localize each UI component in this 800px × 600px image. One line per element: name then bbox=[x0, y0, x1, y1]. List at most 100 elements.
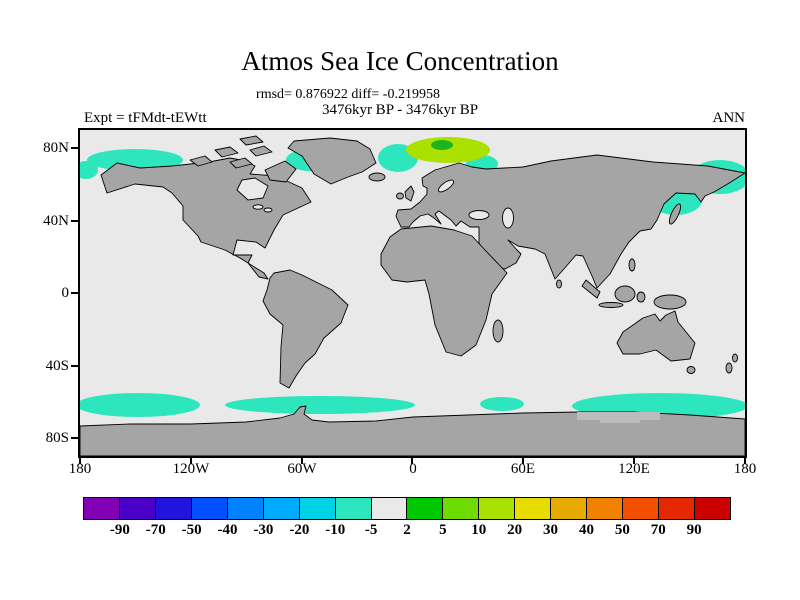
iceland bbox=[368, 172, 386, 182]
anomaly-norwegian-green-core bbox=[431, 140, 453, 150]
colorbar-segment bbox=[623, 498, 659, 519]
x-tick-label: 180 bbox=[68, 461, 92, 477]
season-label: ANN bbox=[712, 110, 746, 126]
colorbar-label: -70 bbox=[145, 522, 166, 538]
colorbar-label: 90 bbox=[686, 522, 702, 538]
great-lakes-2 bbox=[263, 207, 273, 213]
y-tick-label: 80N bbox=[43, 140, 69, 156]
arctic-island bbox=[239, 135, 264, 146]
y-tick-label: 40S bbox=[45, 358, 69, 374]
colorbar-segment bbox=[479, 498, 516, 519]
figure-title: Atmos Sea Ice Concentration bbox=[241, 46, 559, 76]
colorbar-segment bbox=[694, 498, 730, 519]
land-south-america bbox=[262, 269, 349, 389]
great-lakes bbox=[252, 204, 264, 210]
arctic-island bbox=[229, 157, 253, 169]
anomaly-southern-ocean-3 bbox=[480, 397, 524, 411]
x-axis-tick bbox=[190, 458, 192, 464]
land-africa bbox=[380, 225, 508, 357]
tasmania bbox=[686, 366, 696, 374]
y-axis-tick bbox=[71, 147, 78, 149]
colorbar-segment bbox=[515, 498, 552, 519]
colorbar-segment bbox=[371, 498, 408, 519]
anomaly-southern-ocean-2 bbox=[225, 396, 415, 414]
ireland bbox=[396, 192, 404, 200]
colorbar-label: 70 bbox=[650, 522, 666, 538]
colorbar-segment bbox=[407, 498, 444, 519]
britain bbox=[404, 185, 415, 202]
ice-shelf bbox=[577, 412, 660, 423]
borneo bbox=[614, 285, 636, 303]
x-tick-label: 0 bbox=[409, 461, 417, 477]
colorbar-label: 40 bbox=[578, 522, 594, 538]
experiment-label: Expt = tFMdt-tEWtt bbox=[84, 110, 207, 126]
x-axis-tick bbox=[633, 458, 635, 464]
land-australia bbox=[616, 310, 696, 362]
x-tick-label: 120W bbox=[172, 461, 210, 477]
x-axis-tick bbox=[522, 458, 524, 464]
colorbar-segment bbox=[659, 498, 695, 519]
stats-line: rmsd= 0.876922 diff= -0.219958 bbox=[256, 87, 440, 102]
x-tick-label: 120E bbox=[618, 461, 650, 477]
caspian-sea bbox=[502, 207, 514, 229]
colorbar-segment bbox=[587, 498, 624, 519]
x-axis-tick bbox=[301, 458, 303, 464]
japan bbox=[668, 203, 682, 225]
colorbar-label: 5 bbox=[439, 522, 447, 538]
y-axis-tick bbox=[71, 365, 78, 367]
java bbox=[598, 302, 624, 308]
philippines bbox=[628, 258, 636, 272]
sri-lanka bbox=[556, 279, 562, 289]
arctic-island bbox=[189, 155, 213, 167]
colorbar-segment bbox=[299, 498, 336, 519]
colorbar-segment bbox=[155, 498, 192, 519]
sumatra bbox=[581, 279, 601, 299]
colorbar-label: -30 bbox=[253, 522, 274, 538]
colorbar-segment bbox=[443, 498, 480, 519]
period-line: 3476kyr BP - 3476kyr BP bbox=[321, 102, 479, 118]
colorbar-label: -40 bbox=[217, 522, 238, 538]
colorbar-label: -10 bbox=[325, 522, 346, 538]
land-greenland bbox=[287, 137, 377, 185]
colorbar-label: 20 bbox=[507, 522, 523, 538]
anomaly-beaufort bbox=[87, 149, 183, 171]
y-axis-tick bbox=[71, 292, 78, 294]
arctic-island bbox=[214, 146, 239, 158]
colorbar-segment bbox=[551, 498, 588, 519]
x-tick-label: 60E bbox=[510, 461, 536, 477]
colorbar-label: -90 bbox=[109, 522, 130, 538]
new-zealand-south bbox=[725, 362, 733, 374]
colorbar-segment bbox=[227, 498, 264, 519]
colorbar-segment bbox=[119, 498, 156, 519]
colorbar-label: -5 bbox=[364, 522, 378, 538]
colorbar-label: 10 bbox=[471, 522, 487, 538]
map-plot-area bbox=[78, 128, 747, 458]
colorbar-label: 2 bbox=[403, 522, 411, 538]
colorbar-labels: -90 -70 -50 -40 -30 -20 -10 -5 2 5 10 20… bbox=[84, 522, 730, 540]
colorbar-label: 30 bbox=[543, 522, 559, 538]
colorbar-segment bbox=[335, 498, 372, 519]
colorbar bbox=[83, 497, 731, 520]
colorbar-label: -50 bbox=[181, 522, 202, 538]
y-tick-label: 0 bbox=[61, 285, 70, 301]
y-axis-tick bbox=[71, 437, 78, 439]
sulawesi bbox=[636, 291, 646, 303]
madagascar bbox=[492, 319, 504, 343]
anomaly-southern-ocean-1 bbox=[80, 393, 200, 417]
land-eurasia bbox=[395, 154, 745, 289]
x-axis-tick bbox=[744, 458, 746, 464]
world-map bbox=[80, 130, 745, 456]
y-axis-tick bbox=[71, 220, 78, 222]
colorbar-segment bbox=[263, 498, 300, 519]
baffin-island bbox=[264, 160, 297, 183]
positive-anomaly-regions bbox=[406, 137, 490, 163]
x-tick-label: 60W bbox=[287, 461, 317, 477]
anomaly-west-bering bbox=[80, 161, 98, 179]
colorbar-label: 50 bbox=[614, 522, 630, 538]
new-guinea bbox=[653, 294, 687, 310]
anomaly-norwegian-barents-positive bbox=[406, 137, 490, 163]
new-zealand-north bbox=[732, 353, 738, 363]
landmasses bbox=[80, 135, 745, 456]
arctic-island bbox=[249, 145, 273, 157]
y-tick-label: 80S bbox=[45, 430, 69, 446]
